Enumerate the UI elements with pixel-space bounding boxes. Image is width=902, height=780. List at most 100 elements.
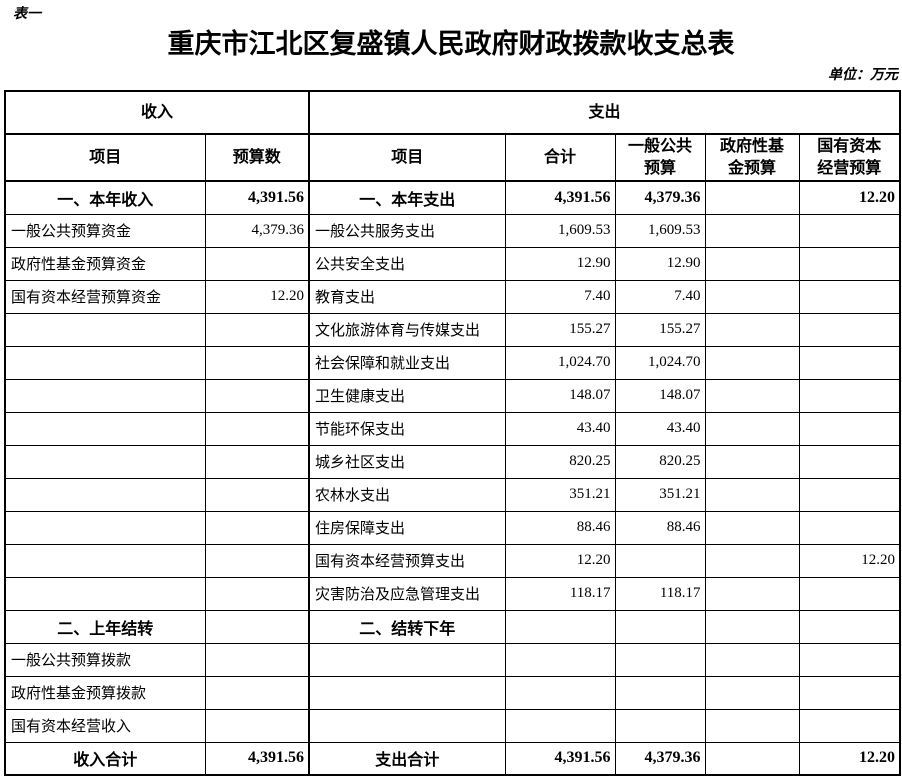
expense-general-budget-cell: 4,379.36 <box>614 180 706 215</box>
expense-item-cell: 卫生健康支出 <box>308 378 506 413</box>
expense-total-cell: 88.46 <box>504 510 616 545</box>
expense-general-budget-cell: 351.21 <box>614 477 706 512</box>
income-budget-cell <box>204 477 311 512</box>
income-item-cell: 一般公共预算资金 <box>4 213 206 248</box>
income-budget-cell <box>204 708 311 743</box>
expense-item-cell: 一、本年支出 <box>308 180 506 215</box>
table-row: 文化旅游体育与传媒支出 155.27 155.27 <box>4 312 901 347</box>
income-item-cell <box>4 477 206 512</box>
table-row: 二、上年结转 二、结转下年 <box>4 609 901 644</box>
income-budget-cell <box>204 642 311 677</box>
expense-item-cell: 文化旅游体育与传媒支出 <box>308 312 506 347</box>
expense-statecap-budget-cell <box>798 510 901 545</box>
expense-statecap-budget-cell <box>798 477 901 512</box>
table-row: 一般公共预算拨款 <box>4 642 901 677</box>
income-item-cell <box>4 378 206 413</box>
income-item-cell <box>4 312 206 347</box>
expense-total-cell: 1,609.53 <box>504 213 616 248</box>
expense-govfund-budget-cell <box>704 312 800 347</box>
expense-item-cell: 公共安全支出 <box>308 246 506 281</box>
expense-govfund-budget-cell <box>704 576 800 611</box>
income-item-cell: 收入合计 <box>4 741 206 776</box>
expense-total-cell: 1,024.70 <box>504 345 616 380</box>
fiscal-summary-table: 收入 支出 项目 预算数 项目 合计 一般公共预算 政府性基金预算 国有资本经营… <box>4 90 902 776</box>
expense-govfund-budget-cell <box>704 708 800 743</box>
income-budget-cell <box>204 411 311 446</box>
expense-statecap-budget-cell <box>798 642 901 677</box>
expense-govfund-budget-cell <box>704 675 800 710</box>
table-row: 政府性基金预算资金 公共安全支出 12.90 12.90 <box>4 246 901 281</box>
unit-label: 单位：万元 <box>828 68 898 83</box>
expense-govfund-budget-cell <box>704 213 800 248</box>
expense-statecap-budget-cell <box>798 279 901 314</box>
table-row: 社会保障和就业支出 1,024.70 1,024.70 <box>4 345 901 380</box>
expense-general-budget-cell: 43.40 <box>614 411 706 446</box>
income-budget-cell <box>204 510 311 545</box>
expense-total-cell: 7.40 <box>504 279 616 314</box>
table-number-label: 表一 <box>13 7 41 22</box>
income-item-column-header: 项目 <box>4 133 206 182</box>
expense-govfund-budget-cell <box>704 411 800 446</box>
income-budget-cell <box>204 378 311 413</box>
expense-general-budget-cell: 4,379.36 <box>614 741 706 776</box>
income-item-cell: 一、本年收入 <box>4 180 206 215</box>
income-item-cell: 政府性基金预算拨款 <box>4 675 206 710</box>
income-budget-cell <box>204 609 311 644</box>
expense-govfund-budget-cell <box>704 741 800 776</box>
income-item-cell: 一般公共预算拨款 <box>4 642 206 677</box>
expense-statecap-budget-cell <box>798 411 901 446</box>
income-budget-cell <box>204 675 311 710</box>
expense-govfund-budget-cell <box>704 477 800 512</box>
income-item-cell <box>4 510 206 545</box>
income-budget-cell <box>204 543 311 578</box>
table-row: 国有资本经营预算支出 12.20 12.20 <box>4 543 901 578</box>
expense-general-budget-cell <box>614 642 706 677</box>
expense-item-cell: 住房保障支出 <box>308 510 506 545</box>
expense-total-cell: 351.21 <box>504 477 616 512</box>
expense-govfund-budget-cell <box>704 444 800 479</box>
table-row: 一般公共预算资金 4,379.36 一般公共服务支出 1,609.53 1,609.53 <box>4 213 901 248</box>
income-budget-cell <box>204 576 311 611</box>
expense-total-cell <box>504 675 616 710</box>
income-budget-cell <box>204 246 311 281</box>
expense-statecap-budget-cell: 12.20 <box>798 741 901 776</box>
expense-item-column-header: 项目 <box>308 133 506 182</box>
income-item-cell <box>4 576 206 611</box>
expense-general-budget-cell <box>614 543 706 578</box>
expense-total-cell: 148.07 <box>504 378 616 413</box>
expense-govfund-budget-cell <box>704 180 800 215</box>
expense-statecap-budget-cell <box>798 609 901 644</box>
income-budget-column-header: 预算数 <box>204 133 311 182</box>
section-header-row: 收入 支出 <box>4 90 901 135</box>
expense-statecap-budget-cell <box>798 246 901 281</box>
expense-general-budget-cell: 12.90 <box>614 246 706 281</box>
expense-total-cell: 4,391.56 <box>504 180 616 215</box>
table-row: 农林水支出 351.21 351.21 <box>4 477 901 512</box>
page-title: 重庆市江北区复盛镇人民政府财政拨款收支总表 <box>167 29 735 59</box>
expense-statecap-budget-cell <box>798 576 901 611</box>
expense-govfund-budget-cell <box>704 246 800 281</box>
expense-item-cell: 一般公共服务支出 <box>308 213 506 248</box>
column-header-row: 项目 预算数 项目 合计 一般公共预算 政府性基金预算 国有资本经营预算 <box>4 133 901 182</box>
expense-statecap-budget-cell <box>798 675 901 710</box>
expense-total-cell: 820.25 <box>504 444 616 479</box>
expense-item-cell <box>308 642 506 677</box>
table-row: 国有资本经营预算资金 12.20 教育支出 7.40 7.40 <box>4 279 901 314</box>
expense-general-budget-column-header: 一般公共预算 <box>614 133 706 182</box>
expense-general-budget-cell: 7.40 <box>614 279 706 314</box>
expense-item-cell: 社会保障和就业支出 <box>308 345 506 380</box>
table-row: 卫生健康支出 148.07 148.07 <box>4 378 901 413</box>
expense-item-cell: 节能环保支出 <box>308 411 506 446</box>
expense-govfund-budget-cell <box>704 378 800 413</box>
table-row: 节能环保支出 43.40 43.40 <box>4 411 901 446</box>
expense-item-cell: 城乡社区支出 <box>308 444 506 479</box>
table-row: 政府性基金预算拨款 <box>4 675 901 710</box>
expense-statecap-budget-cell <box>798 213 901 248</box>
expense-statecap-budget-cell <box>798 378 901 413</box>
expense-general-budget-cell <box>614 675 706 710</box>
expense-item-cell: 教育支出 <box>308 279 506 314</box>
income-budget-cell <box>204 345 311 380</box>
income-item-cell: 国有资本经营预算资金 <box>4 279 206 314</box>
expense-general-budget-cell: 1,609.53 <box>614 213 706 248</box>
